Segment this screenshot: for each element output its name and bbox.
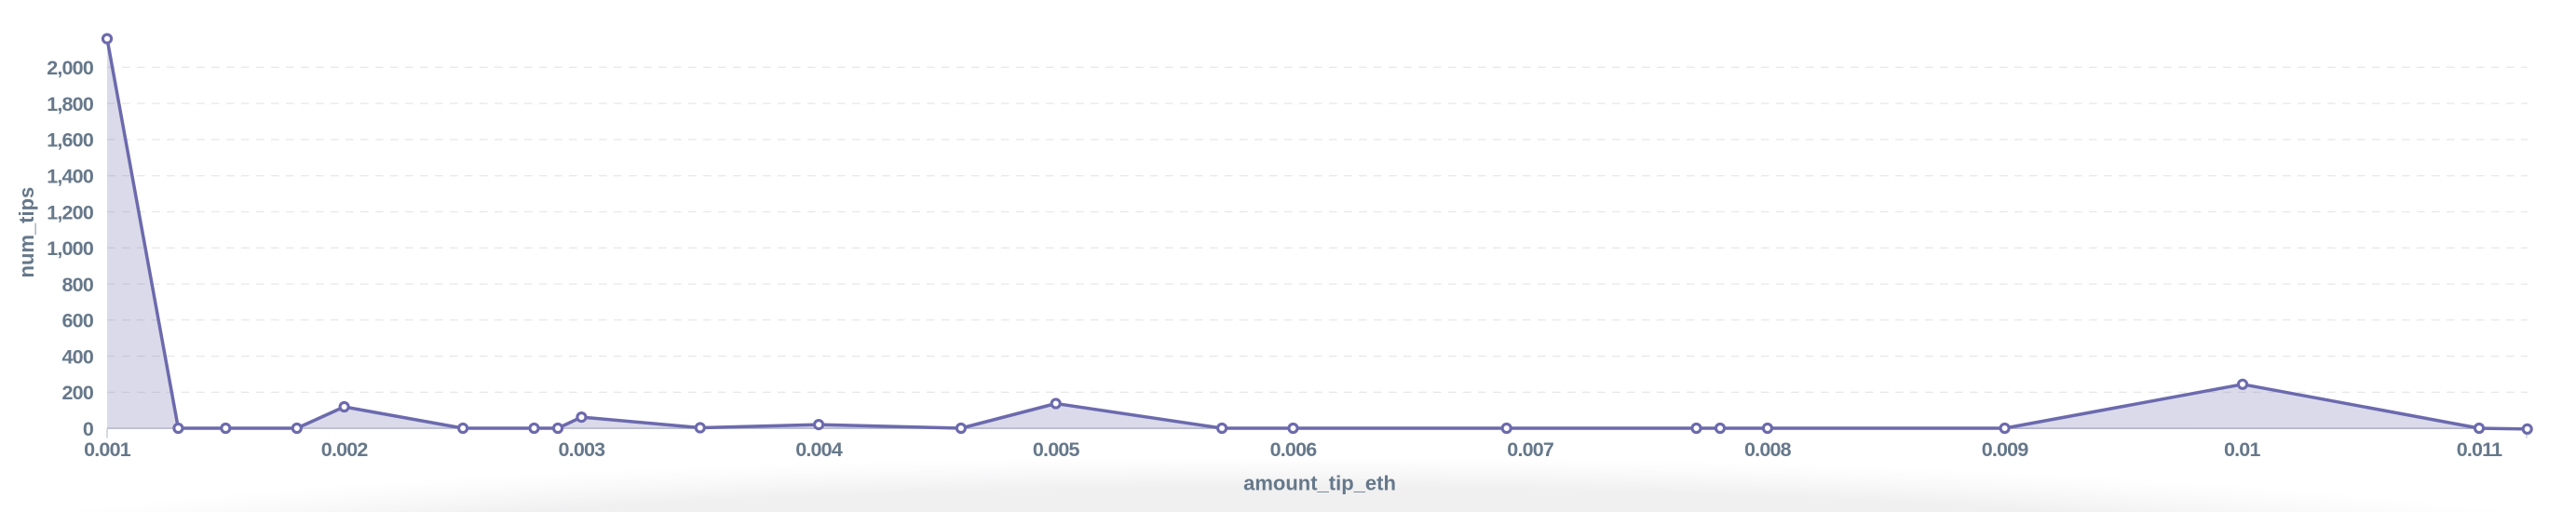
svg-text:0.003: 0.003 xyxy=(558,438,605,461)
svg-text:0.005: 0.005 xyxy=(1033,438,1080,461)
svg-text:0.008: 0.008 xyxy=(1744,438,1792,461)
svg-text:1,200: 1,200 xyxy=(47,201,94,223)
svg-text:1,000: 1,000 xyxy=(47,237,94,260)
svg-text:0.001: 0.001 xyxy=(84,438,131,461)
svg-text:num_tips: num_tips xyxy=(15,187,38,278)
svg-text:0.007: 0.007 xyxy=(1507,438,1554,461)
svg-text:amount_tip_eth: amount_tip_eth xyxy=(1243,472,1396,495)
svg-text:1,600: 1,600 xyxy=(47,129,94,152)
svg-text:0: 0 xyxy=(83,418,94,440)
svg-text:0.011: 0.011 xyxy=(2457,438,2502,461)
svg-text:0.006: 0.006 xyxy=(1270,438,1318,461)
svg-text:800: 800 xyxy=(62,274,94,296)
svg-text:600: 600 xyxy=(62,310,94,332)
svg-text:0.01: 0.01 xyxy=(2224,438,2260,461)
svg-text:400: 400 xyxy=(62,345,94,368)
svg-text:0.004: 0.004 xyxy=(795,438,843,461)
svg-text:0.009: 0.009 xyxy=(1982,438,2029,461)
svg-text:1,400: 1,400 xyxy=(47,166,94,188)
svg-text:1,800: 1,800 xyxy=(47,93,94,115)
svg-text:2,000: 2,000 xyxy=(47,57,94,79)
svg-text:200: 200 xyxy=(62,382,94,404)
svg-text:0.002: 0.002 xyxy=(321,438,369,461)
